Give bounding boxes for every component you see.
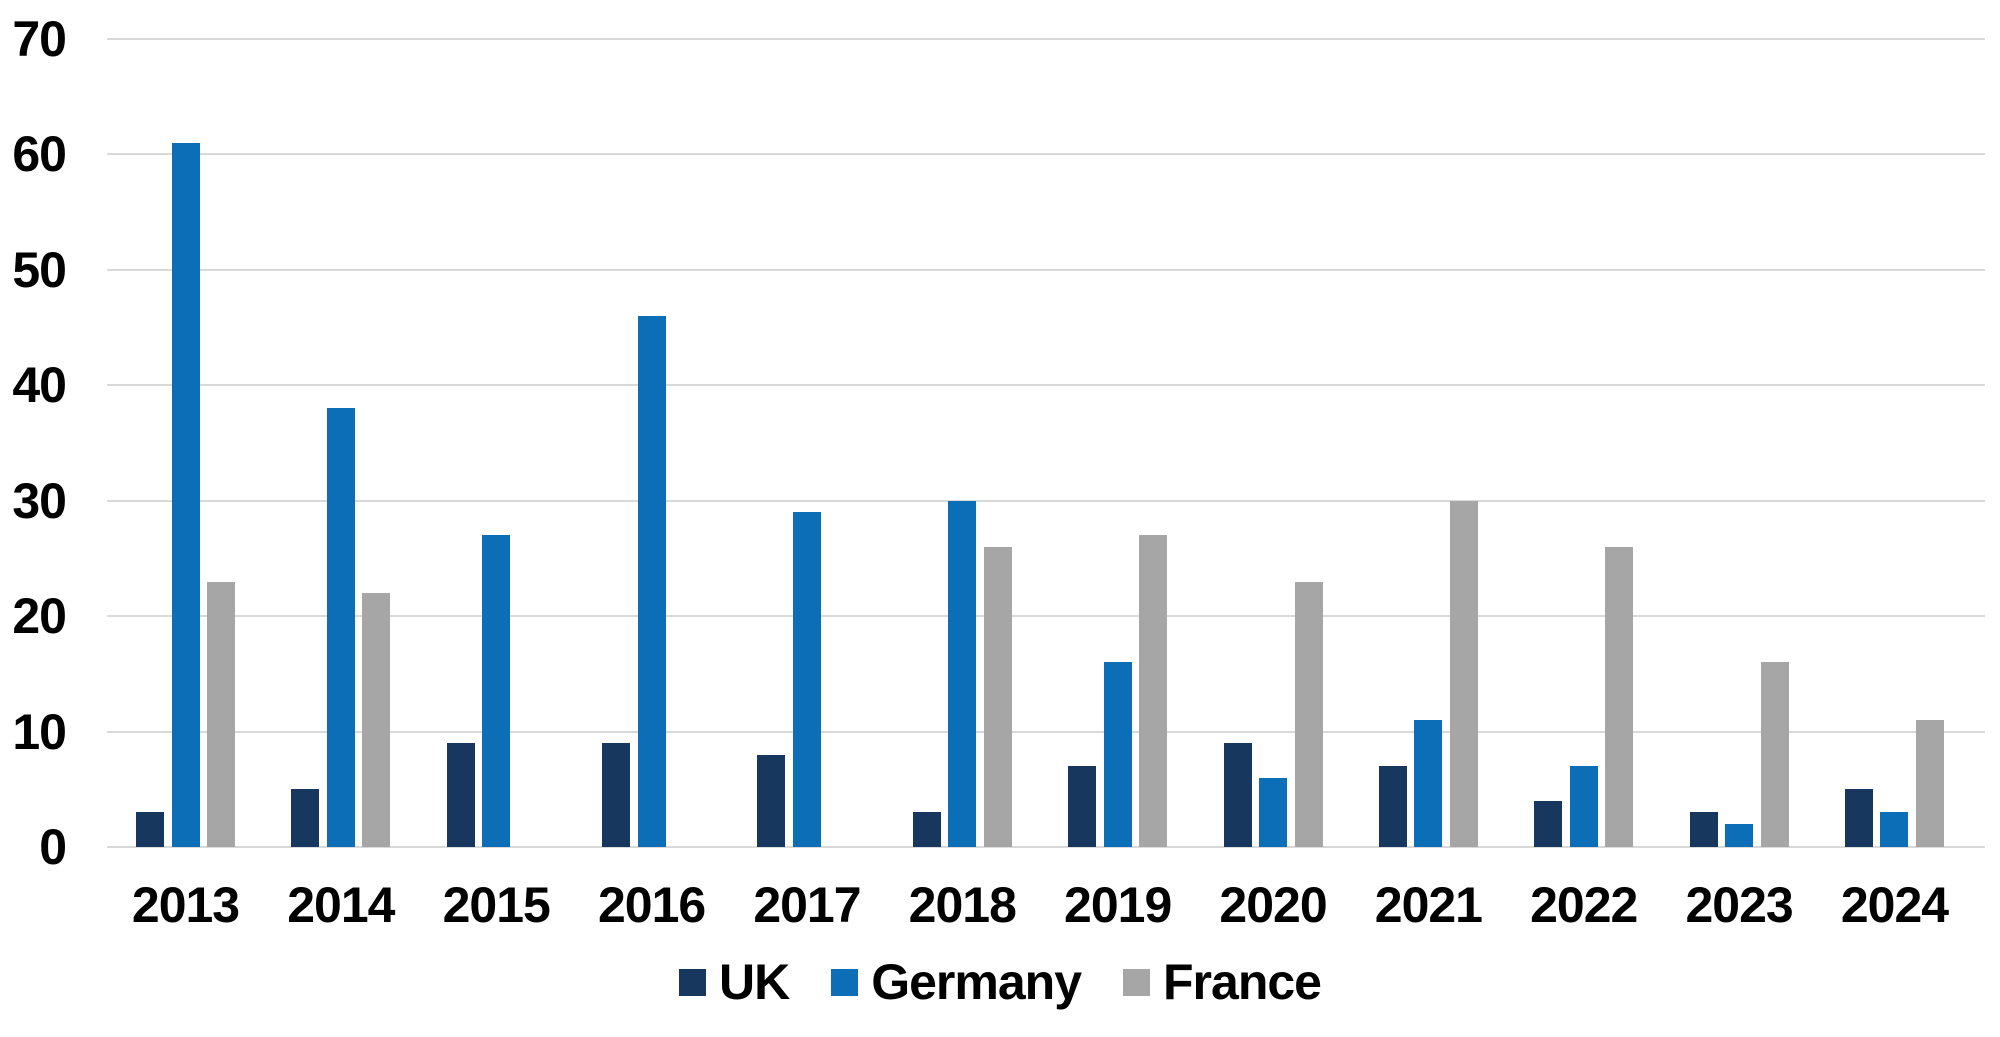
bar-uk-2018 [912, 812, 941, 847]
x-axis-label-2014: 2014 [287, 877, 395, 933]
x-axis-label-2021: 2021 [1374, 877, 1483, 933]
legend-swatch-france-icon [1123, 968, 1151, 996]
gridline-30 [107, 499, 1985, 502]
y-axis-label-0: 0 [39, 819, 67, 875]
x-axis-label-2022: 2022 [1530, 877, 1638, 933]
gridline-20 [107, 615, 1985, 618]
bar-uk-2020 [1223, 743, 1252, 847]
bar-france-2019 [1139, 535, 1168, 847]
bar-germany-2015 [482, 535, 511, 847]
x-axis-label-2024: 2024 [1840, 877, 1949, 933]
bar-uk-2015 [446, 743, 475, 847]
bar-france-2013 [207, 581, 235, 847]
legend-swatch-germany-icon [831, 968, 859, 996]
bar-uk-2024 [1844, 789, 1873, 847]
x-axis-label-2023: 2023 [1685, 877, 1793, 933]
gridline-0 [107, 846, 1985, 848]
bar-germany-2018 [948, 500, 977, 847]
gridline-10 [107, 730, 1985, 733]
gridline-50 [107, 268, 1985, 271]
bar-germany-2021 [1414, 720, 1443, 847]
y-axis-label-10: 10 [12, 703, 67, 760]
bar-uk-2016 [602, 743, 631, 847]
bar-germany-2024 [1880, 812, 1909, 847]
y-axis-label-50: 50 [12, 241, 67, 298]
legend-label-france: France [1163, 954, 1322, 1010]
x-axis-label-2013: 2013 [131, 877, 240, 933]
bar-germany-2023 [1725, 823, 1754, 847]
bar-france-2024 [1915, 720, 1944, 847]
bar-germany-2016 [637, 316, 666, 847]
y-axis-label-30: 30 [12, 472, 67, 529]
bar-germany-2022 [1569, 766, 1598, 847]
gridline-40 [107, 384, 1985, 387]
bar-germany-2020 [1259, 777, 1288, 847]
bar-germany-2014 [326, 408, 355, 847]
bar-uk-2022 [1534, 800, 1563, 847]
bar-germany-2013 [171, 142, 200, 847]
x-axis-label-2017: 2017 [753, 877, 861, 933]
gridline-70 [107, 38, 1985, 40]
y-axis-label-40: 40 [12, 357, 67, 414]
bar-france-2018 [983, 546, 1012, 847]
bar-france-2014 [362, 593, 391, 847]
bar-germany-2017 [792, 512, 821, 847]
legend-item-uk: UK [679, 954, 790, 1010]
legend: UK Germany France [0, 952, 2000, 1012]
y-axis-label-70: 70 [12, 11, 67, 67]
x-axis-label-2016: 2016 [597, 877, 706, 933]
bar-uk-2014 [291, 789, 320, 847]
bar-uk-2021 [1378, 766, 1407, 847]
gridline-60 [107, 153, 1985, 156]
bar-france-2021 [1449, 500, 1478, 847]
y-axis-label-20: 20 [12, 588, 67, 645]
legend-label-uk: UK [719, 954, 790, 1010]
bar-uk-2023 [1689, 812, 1718, 847]
bar-uk-2017 [757, 754, 786, 847]
bar-france-2020 [1294, 581, 1323, 847]
legend-item-france: France [1123, 954, 1322, 1010]
legend-label-germany: Germany [871, 954, 1082, 1010]
legend-swatch-uk-icon [679, 968, 707, 996]
x-axis-label-2019: 2019 [1064, 877, 1172, 933]
x-axis-label-2015: 2015 [442, 877, 551, 933]
bar-france-2022 [1605, 546, 1634, 847]
bar-uk-2013 [136, 812, 164, 847]
bar-france-2023 [1760, 662, 1789, 847]
y-axis-label-60: 60 [12, 126, 67, 183]
bar-germany-2019 [1103, 662, 1132, 847]
bar-uk-2019 [1068, 766, 1097, 847]
x-axis-label-2018: 2018 [908, 877, 1017, 933]
legend-item-germany: Germany [831, 954, 1082, 1010]
x-axis-label-2020: 2020 [1219, 877, 1327, 933]
